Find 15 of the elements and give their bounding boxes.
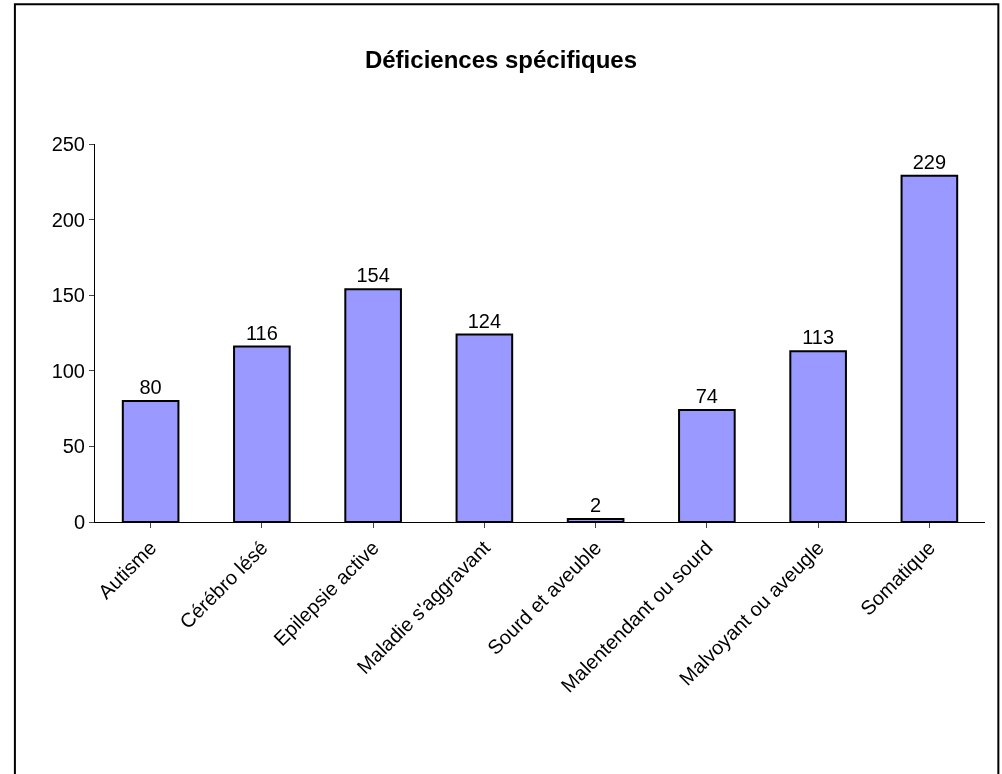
y-tick-label: 150 <box>51 284 85 307</box>
y-tick-label: 0 <box>73 511 85 533</box>
y-tick-label: 250 <box>51 133 85 155</box>
data-label: 113 <box>802 326 835 349</box>
y-tick-label: 50 <box>62 435 85 458</box>
data-label: 229 <box>912 150 947 173</box>
data-label: 116 <box>245 321 278 344</box>
data-label: 74 <box>695 385 718 408</box>
y-tick-label: 200 <box>51 208 85 231</box>
data-label: 80 <box>139 376 162 399</box>
data-label: 2 <box>590 493 602 516</box>
data-label: 124 <box>467 309 502 332</box>
y-tick-label: 100 <box>51 359 85 382</box>
data-label: 154 <box>356 264 390 287</box>
chart-title: Déficiences spécifiques <box>364 46 638 74</box>
